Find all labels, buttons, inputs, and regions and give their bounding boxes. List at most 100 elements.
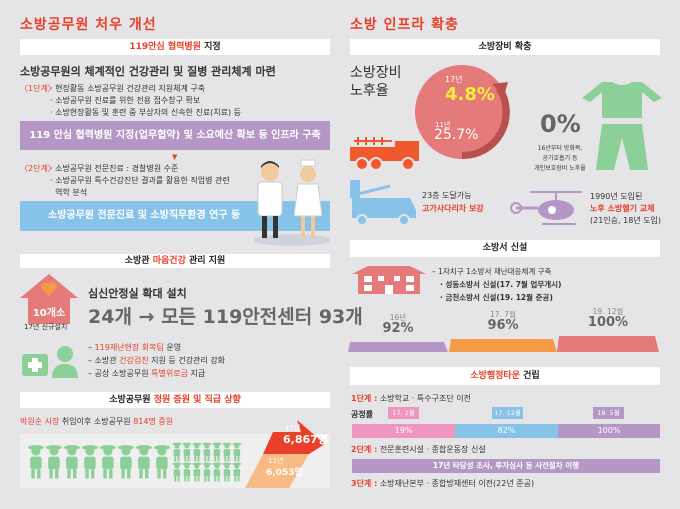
stage1-item: · 소방현장활동 및 훈련 중 부상자의 신속한 진료(치료) 등	[50, 108, 242, 117]
mental-header-pre: 소방관	[124, 256, 153, 266]
mental-item-red: 건강검진	[119, 356, 149, 365]
firefighter-figure	[135, 445, 152, 479]
town-stage-label: 2단계 :	[351, 445, 378, 454]
aging-rate-circle	[415, 65, 510, 160]
stage2-item: · 소방공무원 특수건강진단 결과를 활용한 직업병 관련	[50, 176, 230, 185]
equipment-label: 소방장비 노후율	[350, 64, 402, 100]
firefighter-figure	[182, 442, 192, 462]
y11-label: 11년	[435, 121, 451, 129]
progress-date-tag: 18. 5월	[593, 407, 624, 419]
town-stage-label: 1단계 :	[351, 394, 378, 403]
firefighter-figure	[192, 462, 202, 482]
staff-line-red: 박원순 시장	[20, 417, 60, 426]
staff-line-red: 814명 증원	[133, 417, 174, 426]
town-stage3: 3단계 : 소방재난본부 · 종합방재센터 이전(22년 준공)	[351, 478, 534, 489]
zero-desc-line: 개인보호장비 노후율	[534, 165, 586, 172]
growth-arrow-icon	[245, 420, 325, 488]
mental-item: – 공상 소방공무원 특별위로금 지급	[88, 368, 205, 379]
firefighter-figure	[192, 442, 202, 462]
step-label: 17. 7월	[490, 310, 516, 319]
equipment-header: 소방장비 확충	[350, 39, 660, 55]
firefighter-figure	[153, 445, 170, 479]
mental-item-red: 특별위로금	[151, 369, 188, 378]
doctor-nurse-illustration	[254, 159, 330, 246]
town-header-post: 건립	[519, 371, 540, 381]
ladder-line1: 23층 도달가능	[422, 191, 472, 200]
equipment-label-line: 소방장비	[350, 65, 402, 81]
mental-header-post: 관리 지원	[185, 256, 226, 266]
house-label: 10개소	[32, 308, 66, 319]
hospital-heading: 소방공무원의 체계적인 건강관리 및 질병 관리체계 마련	[20, 65, 276, 78]
mental-item-post: 지원 등 건강관리 강화	[148, 356, 226, 365]
mental-item-pre: – 소방관	[88, 356, 120, 365]
firefighters-icon	[27, 442, 242, 482]
firefighter-figure	[182, 462, 192, 482]
hospital-header-red: 119안심 협력병원	[129, 42, 201, 52]
helicopter-icon	[510, 191, 582, 225]
town-stage2: 2단계 : 전문훈련시설 · 종합운동장 신설	[351, 444, 486, 455]
stage1-item: · 소방공무원 진료를 위한 전용 접수창구 확보	[50, 96, 201, 105]
firefighter-figure	[232, 442, 242, 462]
firefighter-figure	[222, 442, 232, 462]
zero-stat: 0%	[540, 110, 581, 138]
ladder-line2: 고가사다리차 보강	[422, 204, 484, 213]
mental-big-stat: 24개 → 모든 119안전센터 93개	[88, 306, 363, 328]
firefighter-figure	[222, 462, 232, 482]
mental-subtitle: 심신안정실 확대 설치	[88, 287, 187, 300]
y17-value: 4.8%	[445, 84, 495, 105]
firefighter-figure	[202, 442, 212, 462]
firefighter-figure	[172, 462, 182, 482]
firefighter-figure	[63, 445, 80, 479]
heli-line3: (21인승, 18년 도입)	[590, 216, 662, 225]
mental-item-red: 119재난현장 회복팀	[94, 343, 164, 352]
zero-desc-line: 16년부터 방화복,	[537, 145, 583, 152]
town-stage-label: 3단계 :	[351, 479, 378, 488]
progress-date-tag: 17. 2월	[388, 407, 419, 419]
town-header-red: 소방행정타운	[470, 371, 520, 381]
town-stage-text: 소방학교 · 특수구조단 이전	[377, 394, 471, 403]
station-line: · 성동소방서 신설(17. 7월 업무개시)	[440, 280, 562, 289]
hospital-header-rest: 지정	[200, 42, 221, 52]
mental-item-pre: –	[88, 343, 95, 352]
step-bar	[557, 336, 659, 352]
right-section-title: 소방 인프라 확충	[350, 17, 459, 33]
heli-line1: 1990년 도입된	[590, 192, 643, 201]
stage2-item: 역학 분석	[50, 188, 88, 197]
mental-item-pre: – 공상 소방공무원	[88, 369, 152, 378]
town-stage-text: 전문훈련시설 · 종합운동장 신설	[377, 445, 486, 454]
town-stage1: 1단계 : 소방학교 · 특수구조단 이전	[351, 393, 471, 404]
progress-date-tag: 17. 12월	[492, 407, 523, 419]
firefighter-figure	[117, 445, 134, 479]
step-label: 16년	[389, 313, 407, 322]
stage1-label: 〈1단계〉	[20, 84, 56, 93]
town-header: 소방행정타운 건립	[350, 367, 660, 385]
stage1-bar: 119 안심 협력병원 지정(업무협약) 및 소요예산 확보 등 인프라 구축	[20, 121, 330, 150]
y2011-label: 11년	[268, 457, 284, 465]
arrow-down-icon: ▼	[172, 153, 178, 161]
stage2-item: · 소방공무원 전문진료 : 경찰병원 수준	[50, 164, 179, 173]
ladder-truck-icon	[350, 180, 416, 226]
station-header: 소방서 신설	[350, 240, 660, 257]
step-label: 19. 12월	[592, 307, 624, 316]
firefighter-figure	[212, 462, 222, 482]
stage2-progress-bar: 17년 타당성 조사, 투자심사 등 사전절차 이행	[352, 459, 660, 473]
house-caption: 17년 신규설치	[24, 323, 68, 331]
hospital-header: 119안심 협력병원 지정	[20, 39, 330, 55]
progress-label: 공정률	[351, 410, 374, 419]
y2017-label: 17년	[285, 424, 301, 432]
step-value: 92%	[382, 321, 414, 336]
fire-station-icon	[352, 266, 426, 294]
firefighter-figure	[172, 442, 182, 462]
mental-item: – 소방관 건강검진 지원 등 건강관리 강화	[88, 355, 225, 366]
progress-segment: 82%	[455, 424, 558, 438]
y17-label: 17년	[445, 75, 463, 84]
town-stage-text: 소방재난본부 · 종합방재센터 이전(22년 준공)	[377, 479, 535, 488]
fireproof-suit-icon	[582, 82, 662, 170]
mental-header: 소방관 마음건강 관리 지원	[20, 254, 330, 268]
step-value: 100%	[587, 315, 629, 330]
staff-line: 박원순 시장 취임이후 소방공무원 814명 증원	[20, 416, 173, 427]
medical-kit-nurse-icon	[22, 346, 78, 378]
mental-item-post: 운영	[163, 343, 182, 352]
mental-item-post: 지급	[187, 369, 206, 378]
station-line: – 1자치구 1소방서 재난대응체계 구축	[432, 267, 552, 276]
